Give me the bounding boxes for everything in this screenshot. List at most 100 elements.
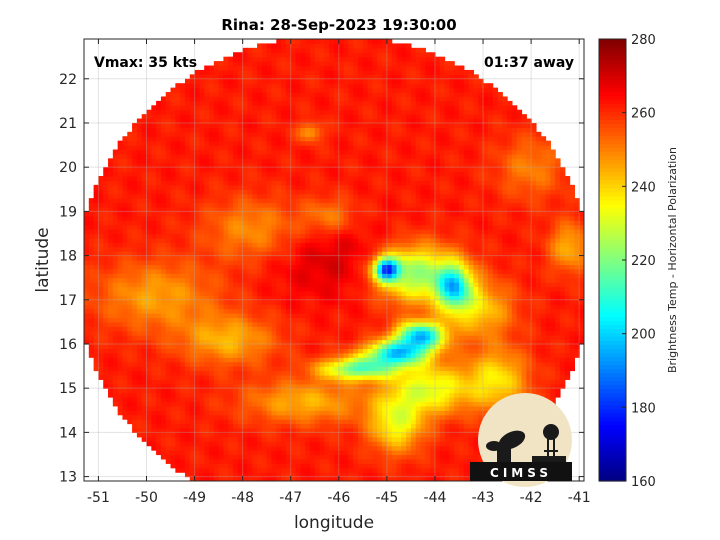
heat-cell xyxy=(103,295,109,301)
heat-cell xyxy=(266,445,273,451)
heat-cell xyxy=(165,105,172,111)
heat-cell xyxy=(122,260,128,266)
heat-cell xyxy=(242,158,249,164)
heat-cell xyxy=(151,122,157,128)
heat-cell xyxy=(175,193,181,199)
heat-cell xyxy=(343,180,350,186)
heat-cell xyxy=(242,370,249,376)
heat-cell xyxy=(209,233,215,239)
heat-cell xyxy=(156,357,162,363)
heat-cell xyxy=(127,229,133,235)
heat-cell xyxy=(146,114,152,120)
heat-cell xyxy=(151,370,157,376)
heat-cell xyxy=(319,383,325,389)
heat-cell xyxy=(199,379,205,385)
heat-cell xyxy=(276,189,282,195)
heat-cell xyxy=(300,180,306,186)
heat-cell xyxy=(242,69,249,75)
heat-cell xyxy=(228,92,234,98)
heat-cell xyxy=(324,260,330,266)
heat-cell xyxy=(233,308,239,314)
heat-cell xyxy=(184,264,191,270)
heat-cell xyxy=(305,277,311,283)
heat-cell xyxy=(160,326,167,332)
heat-cell xyxy=(103,304,109,310)
heat-cell xyxy=(257,171,263,177)
heat-cell xyxy=(334,361,340,367)
heat-cell xyxy=(276,87,282,93)
heat-cell xyxy=(165,189,172,195)
heat-cell xyxy=(353,339,359,345)
heat-cell xyxy=(242,74,249,80)
heat-cell xyxy=(93,242,100,248)
heat-cell xyxy=(136,255,143,261)
heat-cell xyxy=(165,114,172,120)
heat-cell xyxy=(132,370,138,376)
heat-cell xyxy=(343,52,350,58)
heat-cell xyxy=(170,335,176,341)
heat-cell xyxy=(353,237,359,243)
heat-cell xyxy=(285,308,292,314)
heat-cell xyxy=(165,198,172,204)
heat-cell xyxy=(290,299,297,305)
heat-cell xyxy=(343,127,350,133)
heat-cell xyxy=(204,401,210,407)
heat-cell xyxy=(300,167,306,173)
heat-cell xyxy=(329,224,335,230)
heat-cell xyxy=(237,392,244,398)
heat-cell xyxy=(84,304,90,310)
heat-cell xyxy=(170,445,176,451)
heat-cell xyxy=(175,326,181,332)
heat-cell xyxy=(127,383,133,389)
heat-cell xyxy=(136,357,143,363)
heat-cell xyxy=(98,273,104,279)
heat-cell xyxy=(314,458,321,464)
heat-cell xyxy=(199,383,205,389)
heat-cell xyxy=(271,432,277,438)
heat-cell xyxy=(266,414,273,420)
heat-cell xyxy=(127,317,133,323)
heat-cell xyxy=(314,273,321,279)
heat-cell xyxy=(122,361,128,367)
heat-cell xyxy=(343,65,350,71)
heat-cell xyxy=(329,401,335,407)
heat-cell xyxy=(247,69,253,75)
heat-cell xyxy=(146,260,152,266)
heat-cell xyxy=(348,445,354,451)
heat-cell xyxy=(213,220,220,226)
heat-cell xyxy=(233,96,239,102)
heat-cell xyxy=(252,295,258,301)
heat-cell xyxy=(281,321,287,327)
heat-cell xyxy=(295,330,301,336)
heat-cell xyxy=(261,348,268,354)
heat-cell xyxy=(184,299,191,305)
heat-cell xyxy=(281,153,287,159)
heat-cell xyxy=(319,476,325,481)
heat-cell xyxy=(213,295,220,301)
heat-cell xyxy=(285,357,292,363)
heat-cell xyxy=(334,379,340,385)
heat-cell xyxy=(141,379,148,385)
heat-cell xyxy=(103,330,109,336)
heat-cell xyxy=(228,127,234,133)
heat-cell xyxy=(252,122,258,128)
heat-cell xyxy=(218,176,225,182)
heat-cell xyxy=(343,436,350,442)
heat-cell xyxy=(247,282,253,288)
heat-cell xyxy=(271,392,277,398)
heat-cell xyxy=(257,43,263,49)
heat-cell xyxy=(204,206,210,212)
heat-cell xyxy=(257,335,263,341)
heat-cell xyxy=(266,458,273,464)
heat-cell xyxy=(170,295,176,301)
heat-cell xyxy=(122,352,128,358)
heat-cell xyxy=(228,233,234,239)
heat-cell xyxy=(358,313,364,319)
heat-cell xyxy=(98,348,104,354)
heat-cell xyxy=(295,317,301,323)
heat-cell xyxy=(170,317,176,323)
heat-cell xyxy=(180,282,186,288)
heat-cell xyxy=(108,330,114,336)
heat-cell xyxy=(180,366,186,372)
heat-cell xyxy=(151,145,157,151)
